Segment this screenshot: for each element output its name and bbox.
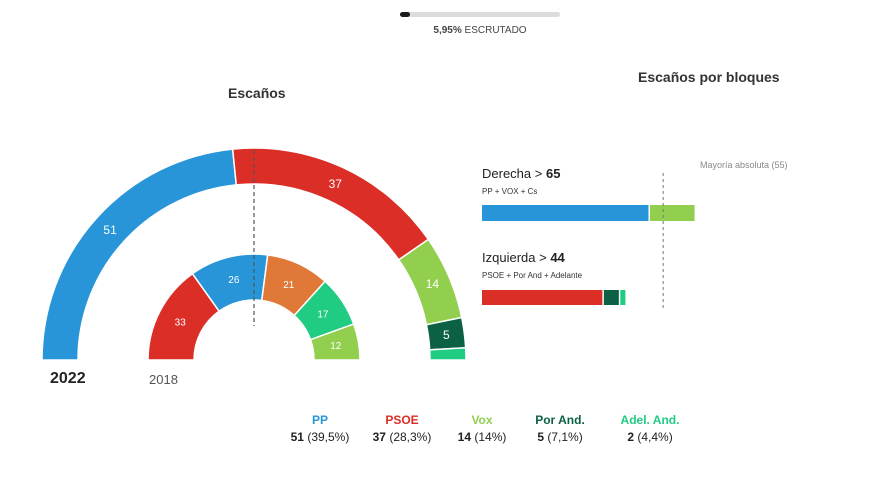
legend-name: PP [311, 413, 328, 427]
legend-item-pp: PP 51 (39,5%) [280, 413, 360, 444]
seats-title: Escaños [228, 85, 286, 101]
year-previous-label: 2018 [149, 372, 178, 387]
block-right-parties: PP + VOX + Cs [482, 187, 538, 196]
scrutiny-status: ESCRUTADO [464, 25, 527, 36]
legend-value: 5 (7,1%) [520, 430, 600, 444]
legend-name: Vox [471, 413, 493, 427]
legend-seats: 37 [372, 430, 386, 444]
seat-value-label: 21 [283, 280, 295, 291]
block-left-label: Izquierda [482, 250, 536, 265]
legend-item-psoe: PSOE 37 (28,3%) [362, 413, 442, 444]
party-legend: PP 51 (39,5%) PSOE 37 (28,3%) Vox 14 (14… [280, 413, 700, 453]
seat-value-label: 12 [330, 341, 342, 352]
legend-value: 51 (39,5%) [280, 430, 360, 444]
legend-name: Por And. [535, 413, 585, 427]
blocks-title: Escaños por bloques [638, 69, 780, 85]
legend-pct: (7,1%) [547, 430, 583, 444]
block-left-parties: PSOE + Por And + Adelante [482, 271, 583, 280]
block-left-name: Izquierda > 44 [482, 250, 565, 265]
seat-value-label: 33 [175, 317, 187, 328]
legend-seats: 2 [627, 430, 634, 444]
seat-value-label: 17 [317, 309, 329, 320]
legend-seats: 5 [537, 430, 544, 444]
seat-value-label: 5 [443, 328, 450, 342]
seat-arc-2022-psoe [231, 147, 430, 261]
legend-value: 14 (14%) [442, 430, 522, 444]
legend-item-adel-and: Adel. And. 2 (4,4%) [602, 413, 698, 444]
legend-seats: 51 [290, 430, 304, 444]
block-bar-derecha-vox [649, 205, 695, 221]
legend-value: 2 (4,4%) [602, 430, 698, 444]
seat-arc-2022-adel-and [428, 346, 467, 361]
seat-arc-2018-vox [309, 323, 361, 361]
legend-value: 37 (28,3%) [362, 430, 442, 444]
legend-item-por-and: Por And. 5 (7,1%) [520, 413, 600, 444]
year-current-label: 2022 [50, 370, 86, 387]
legend-name: Adel. And. [620, 413, 680, 427]
legend-pct: (4,4%) [637, 430, 673, 444]
seat-value-label: 26 [228, 275, 240, 286]
scrutiny-progress-bar [400, 12, 560, 17]
scrutiny-progress-fill [400, 12, 410, 17]
seat-value-label: 14 [426, 277, 440, 291]
block-bar-izquierda-psoe [482, 290, 603, 305]
seat-value-label: 37 [329, 177, 343, 191]
majority-label: Mayoría absoluta (55) [700, 160, 788, 170]
seat-arc-2022-pp [41, 148, 238, 361]
block-left-total: 44 [550, 250, 565, 265]
seat-value-label: 51 [103, 223, 117, 237]
legend-item-vox: Vox 14 (14%) [442, 413, 522, 444]
block-bar-izquierda-por-and [603, 290, 619, 305]
legend-pct: (39,5%) [307, 430, 350, 444]
scrutiny-percent: 5,95% [433, 25, 462, 36]
block-bar-izquierda-adel-and [620, 290, 626, 305]
legend-pct: (14%) [474, 430, 507, 444]
legend-name: PSOE [385, 413, 419, 427]
legend-pct: (28,3%) [389, 430, 432, 444]
block-right-total: 65 [545, 166, 561, 181]
scrutiny-progress-label: 5,95% ESCRUTADO [400, 25, 560, 36]
block-bar-derecha-pp [482, 205, 649, 221]
legend-seats: 14 [457, 430, 471, 444]
block-right-label: Derecha [482, 166, 532, 181]
block-right-name: Derecha > 65 [482, 166, 561, 181]
